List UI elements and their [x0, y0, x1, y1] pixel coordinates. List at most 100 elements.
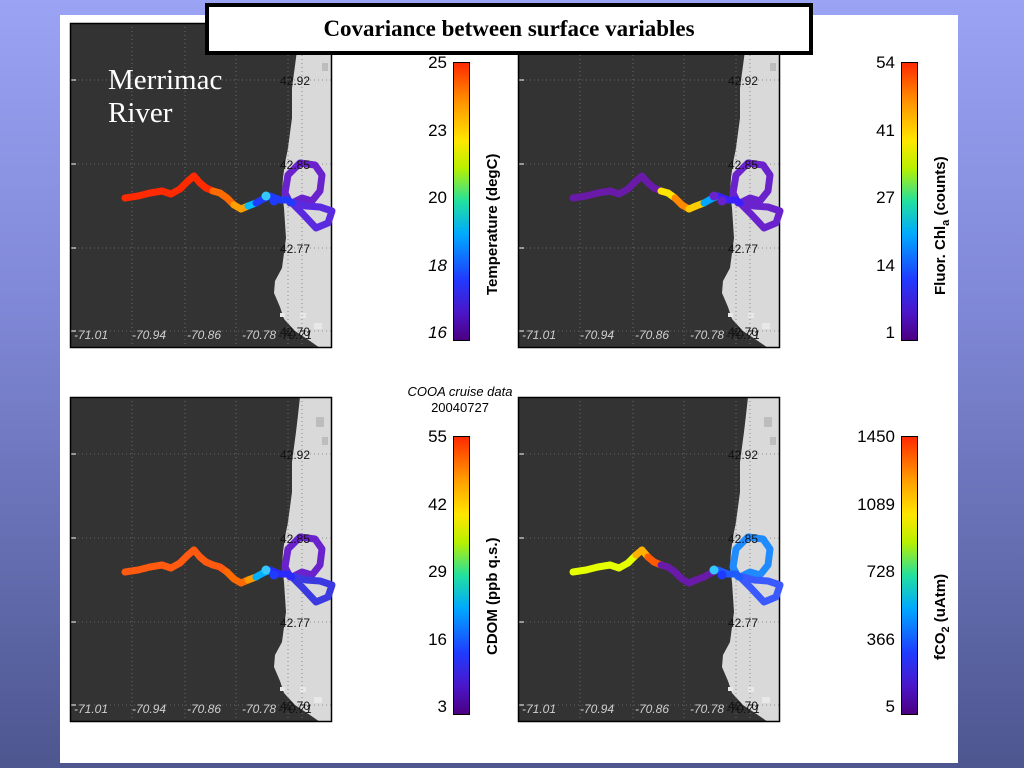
lat-tick-label: 42.77: [728, 242, 759, 256]
track-segment: [732, 196, 744, 207]
lon-tick-label: -70.86: [635, 328, 670, 342]
map-plot: [69, 22, 336, 349]
track-offshore-loop-north: [729, 533, 774, 581]
map-panel-fco2: 42.92 42.85 42.77 42.70 -71.01 -70.94 -70.86 -7…: [517, 396, 784, 723]
land-area: [722, 397, 780, 722]
lon-tick-label: -71.01: [74, 328, 109, 342]
plot-frame: [69, 396, 333, 723]
label-unit: (counts): [932, 156, 949, 220]
map-panel-temperature: 42.92 42.85 42.77 42.70 -71.01 -70.94 -70.86 -7…: [69, 22, 336, 349]
cruise-date: 20040727: [431, 400, 489, 415]
map-plot: [517, 22, 784, 349]
lon-tick-label: -70.78: [242, 702, 277, 716]
track-offshore-loop-north: [281, 159, 326, 207]
river-annotation: Merrimac River: [108, 64, 222, 130]
colorbar-tick-label: 16: [428, 629, 447, 649]
plot-frame: [517, 396, 781, 723]
lon-tick-label: -70.94: [580, 702, 615, 716]
coast-detail: [300, 313, 306, 318]
lon-tick-label: -70.71: [278, 328, 313, 342]
lat-tick-label: 42.77: [280, 616, 311, 630]
land-area: [722, 23, 780, 348]
track-segment: [284, 570, 296, 581]
cruise-name: COOA cruise data: [407, 384, 513, 399]
coast-detail: [314, 323, 322, 329]
lat-tick-label: 42.85: [280, 532, 311, 546]
track-offshore-loop-north: [281, 533, 326, 581]
annotation-line-2: River: [108, 97, 173, 129]
cruise-note: COOA cruise data 20040727: [385, 384, 535, 416]
lon-tick-label: -70.78: [690, 702, 725, 716]
coast-detail: [762, 697, 770, 703]
track-offshore-loop-south: [288, 199, 336, 232]
track-offshore-loop-south: [288, 573, 336, 606]
label-unit: (uAtm): [932, 573, 949, 627]
coast-detail: [322, 63, 328, 71]
colorbar-tick-label: 55: [428, 427, 447, 446]
lat-tick-label: 42.70: [280, 325, 311, 339]
colorbar-tick-label: 5: [885, 697, 895, 716]
track-segment: [284, 196, 296, 207]
colorbar-tick-label: 29: [428, 562, 447, 581]
annotation-line-1: Merrimac: [108, 64, 223, 96]
lon-tick-label: -70.86: [187, 702, 222, 716]
coast-detail: [728, 687, 733, 691]
lon-tick-label: -70.94: [132, 328, 167, 342]
colorbar-axis-label: Fluor. Chla (counts): [932, 156, 952, 295]
coast-detail: [748, 313, 754, 318]
plot-frame: [69, 22, 333, 349]
coast-detail: [770, 437, 776, 445]
coast-detail: [764, 417, 772, 427]
track-point: [717, 196, 727, 206]
coast-detail: [280, 313, 285, 317]
colorbar-tick-label: 23: [428, 120, 447, 140]
colorbar-tick-label: 27: [876, 188, 895, 207]
lon-tick-label: -70.94: [132, 702, 167, 716]
map-panel-chlorophyll: 42.92 42.85 42.77 42.70 -71.01 -70.94 -70.86 -7…: [517, 22, 784, 349]
colorbar-axis-label: CDOM (ppb q.s.): [484, 537, 501, 655]
track-offshore-loop-south: [736, 573, 784, 606]
lat-tick-label: 42.85: [280, 158, 311, 172]
lat-tick-label: 42.70: [728, 699, 759, 713]
lat-tick-label: 42.92: [728, 74, 759, 88]
lat-tick-label: 42.92: [280, 448, 311, 462]
lat-tick-label: 42.70: [728, 325, 759, 339]
title-box: Covariance between surface variables: [205, 3, 813, 55]
map-plot: [517, 396, 784, 723]
coast-detail: [300, 687, 306, 692]
track-point: [261, 191, 271, 201]
lat-tick-label: 42.92: [728, 448, 759, 462]
colorbar-gradient: [453, 62, 470, 341]
colorbar-tick-label: 42: [428, 494, 447, 514]
track-point: [717, 570, 727, 580]
label-main: Fluor. Chl: [932, 225, 949, 295]
lon-tick-label: -70.71: [726, 328, 761, 342]
colorbar-gradient: [901, 62, 918, 341]
map-panel-cdom: 42.92 42.85 42.77 42.70 -71.01 -70.94 -70.86 -7…: [69, 396, 336, 723]
colorbar-tick-label: 728: [866, 562, 895, 581]
lon-tick-label: -70.78: [242, 328, 277, 342]
colorbar-tick-label: 54: [876, 53, 895, 72]
colorbar-tick-label: 1089: [857, 494, 895, 514]
colorbar-tick-label: 1450: [857, 427, 895, 446]
colorbar-tick-label: 25: [428, 53, 447, 72]
colorbar-gradient: [453, 436, 470, 715]
lon-tick-label: -70.78: [690, 328, 725, 342]
lon-tick-label: -70.86: [635, 702, 670, 716]
coast-detail: [314, 697, 322, 703]
land-area: [274, 23, 332, 348]
lat-tick-label: 42.92: [280, 74, 311, 88]
coast-detail: [728, 313, 733, 317]
lat-tick-label: 42.70: [280, 699, 311, 713]
lon-tick-label: -70.94: [580, 328, 615, 342]
lat-tick-label: 42.77: [280, 242, 311, 256]
lat-tick-label: 42.85: [728, 158, 759, 172]
label-main: fCO: [932, 632, 949, 661]
land-area: [274, 397, 332, 722]
coast-detail: [748, 687, 754, 692]
label-subscript: a: [940, 219, 952, 226]
colorbar-gradient: [901, 436, 918, 715]
colorbar-tick-label: 20: [428, 188, 447, 207]
track-offshore-loop-south: [736, 199, 784, 232]
lon-tick-label: -71.01: [74, 702, 109, 716]
